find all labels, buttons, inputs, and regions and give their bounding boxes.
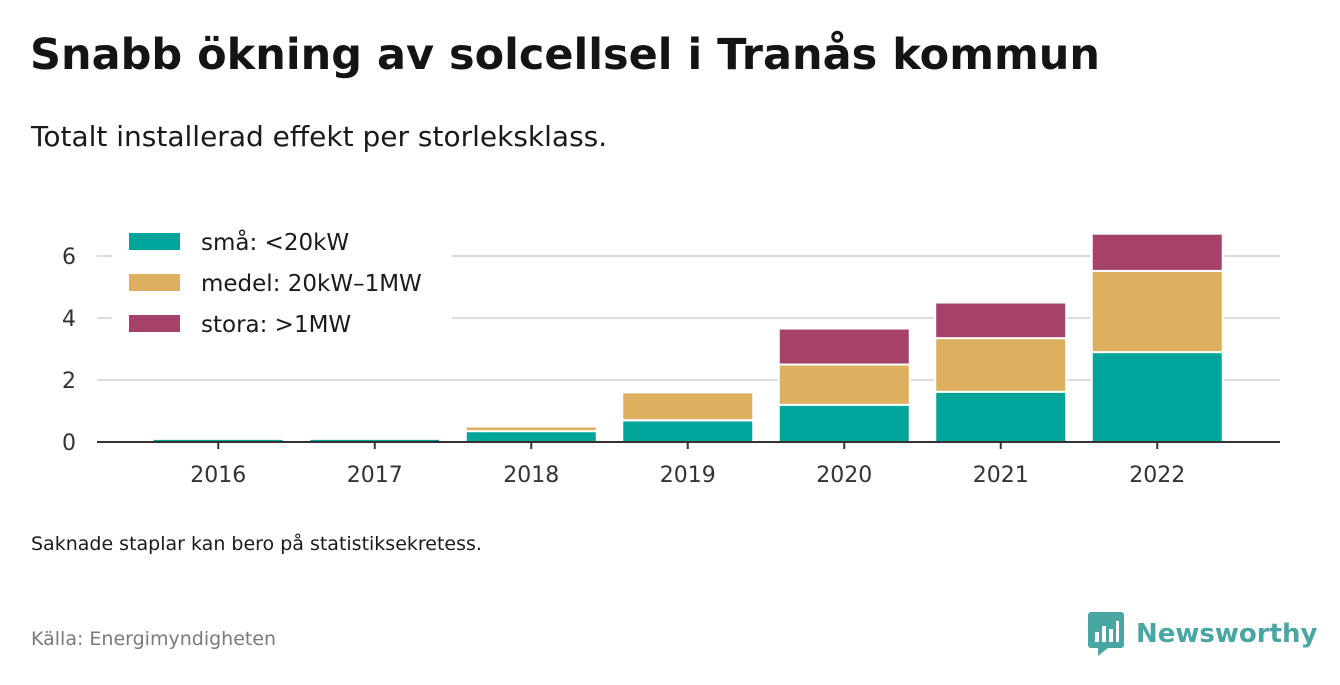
bar-segment [934, 390, 1068, 443]
bar-segment [934, 337, 1068, 393]
bar-segment [1090, 351, 1224, 444]
bar-segment [1090, 232, 1224, 272]
bar-segment [464, 430, 598, 443]
legend-label: medel: 20kW–1MW [201, 271, 422, 297]
x-tick-labels: 2016 2017 2018 2019 2020 2021 2022 [190, 442, 1185, 488]
bar-segment [464, 425, 598, 433]
chart-title: Snabb ökning av solcellsel i Tranås komm… [30, 30, 1101, 80]
x-tick-label: 2017 [347, 463, 403, 488]
chart-subtitle: Totalt installerad effekt per storlekskl… [31, 120, 608, 153]
bar-segment [777, 363, 911, 406]
legend-swatch [129, 274, 180, 291]
legend-swatch [129, 315, 180, 332]
brand-name: Newsworthy [1136, 619, 1318, 649]
bar-segment [777, 403, 911, 443]
x-tick-label: 2018 [503, 463, 559, 488]
legend-label: små: <20kW [201, 228, 349, 256]
footnote: Saknade staplar kan bero på statistiksek… [31, 533, 482, 555]
bar-chart-icon [1088, 612, 1124, 656]
legend-label: stora: >1MW [201, 312, 351, 338]
x-tick-label: 2022 [1129, 463, 1185, 488]
y-tick-label: 6 [62, 245, 76, 270]
x-tick-label: 2016 [190, 463, 246, 488]
y-tick-label: 4 [62, 307, 76, 332]
y-tick-label: 2 [62, 369, 76, 394]
y-tick-labels: 0 2 4 6 [62, 245, 76, 456]
x-tick-label: 2021 [973, 463, 1029, 488]
legend-swatch [129, 233, 180, 250]
bar-segment [621, 419, 755, 443]
x-tick-label: 2020 [816, 463, 872, 488]
y-tick-label: 0 [62, 431, 76, 456]
legend: små: <20kW medel: 20kW–1MW stora: >1MW [112, 220, 452, 350]
bar-segment [934, 301, 1068, 340]
bars [151, 232, 1224, 444]
source-text: Källa: Energimyndigheten [31, 628, 277, 650]
x-tick-label: 2019 [660, 463, 716, 488]
newsworthy-logo[interactable]: Newsworthy [1088, 612, 1317, 656]
bar-segment [1090, 269, 1224, 354]
bar-segment [621, 391, 755, 422]
stacked-bar-chart: 2016 2017 2018 2019 2020 2021 2022 0 2 4 6 små: <… [62, 220, 1280, 488]
bar-segment [777, 327, 911, 366]
